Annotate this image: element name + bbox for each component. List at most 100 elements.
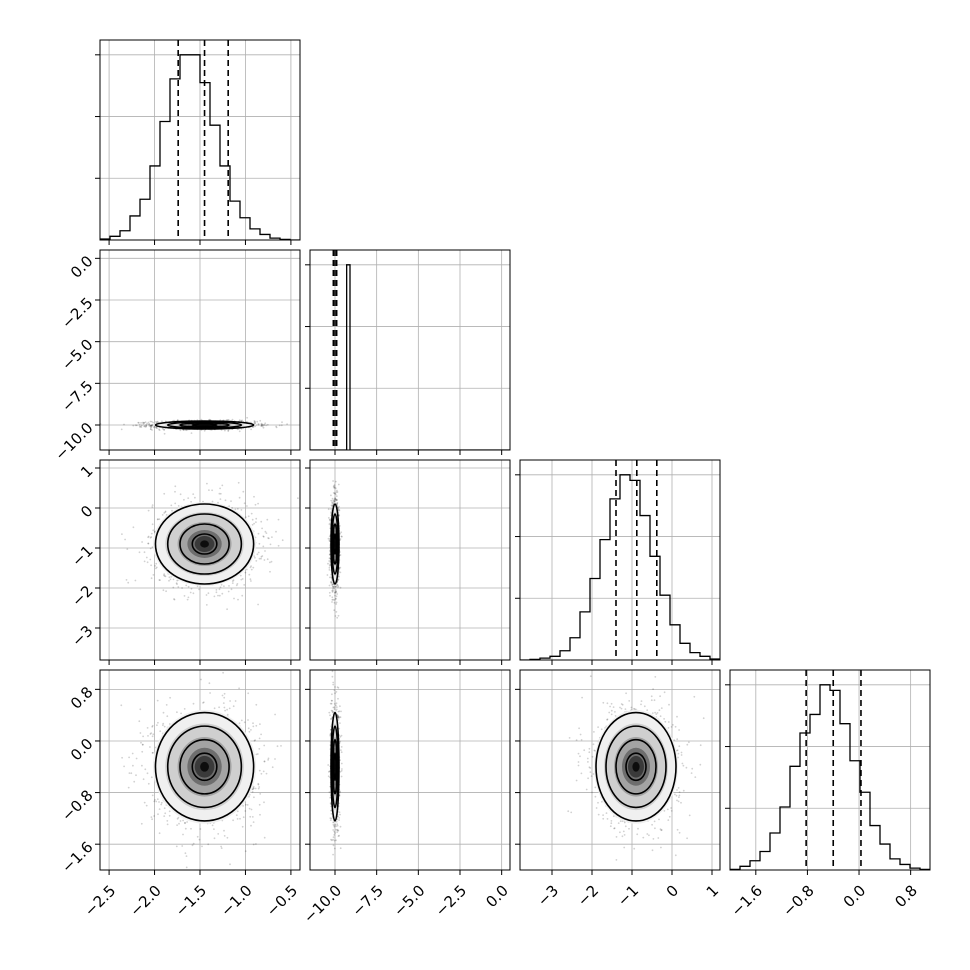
scatter-point: [334, 585, 337, 588]
scatter-point: [334, 487, 337, 490]
scatter-point: [260, 424, 263, 427]
scatter-point: [224, 429, 226, 432]
gridlines: [310, 460, 510, 660]
scatter-point: [333, 487, 336, 489]
scatter-point: [328, 560, 331, 562]
scatter-point: [149, 425, 152, 427]
scatter-point: [335, 491, 338, 493]
scatter-point: [339, 554, 342, 556]
scatter-point: [185, 429, 188, 432]
scatter-point: [172, 586, 175, 589]
scatter-point: [152, 529, 155, 532]
scatter-point: [257, 787, 260, 790]
scatter-point: [168, 810, 171, 813]
scatter-point: [135, 424, 138, 427]
scatter-point: [265, 424, 267, 427]
scatter-point: [251, 816, 254, 818]
scatter-point: [341, 535, 343, 538]
scatter-point: [240, 578, 243, 581]
scatter-point: [179, 493, 182, 496]
scatter-point: [161, 427, 164, 430]
scatter-point: [262, 424, 265, 427]
scatter-point: [139, 425, 142, 428]
scatter-point: [155, 426, 158, 429]
scatter-point: [337, 507, 340, 509]
scatter-point: [339, 571, 342, 574]
scatter-panel-1-0: [95, 249, 301, 455]
scatter-point: [257, 502, 259, 505]
scatter-point: [328, 519, 331, 521]
scatter-point: [120, 428, 123, 431]
scatter-point: [247, 515, 250, 518]
scatter-point: [152, 421, 155, 424]
scatter-point: [236, 818, 239, 820]
scatter-point: [174, 485, 177, 488]
scatter-point: [226, 708, 229, 711]
scatter-point: [261, 425, 264, 428]
scatter-point: [340, 535, 343, 538]
scatter-point: [269, 570, 271, 573]
scatter-point: [155, 800, 158, 803]
gridlines: [310, 250, 510, 450]
scatter-point: [190, 500, 193, 503]
scatter-point: [161, 514, 164, 516]
scatter-point: [141, 541, 144, 543]
scatter-point: [150, 776, 153, 779]
scatter-point: [253, 495, 255, 498]
scatter-point: [223, 585, 225, 587]
scatter-point: [227, 430, 230, 432]
scatter-point: [186, 598, 189, 601]
scatter-point: [183, 498, 185, 501]
scatter-point: [266, 423, 269, 426]
scatter-point: [211, 500, 214, 503]
scatter-panel-2-0: [95, 459, 301, 665]
scatter-point: [198, 588, 200, 591]
scatter-point: [267, 537, 269, 539]
scatter-point: [155, 567, 157, 570]
scatter-point: [244, 803, 247, 806]
scatter-point: [266, 558, 269, 561]
scatter-point: [232, 705, 235, 708]
scatter-point: [147, 735, 149, 737]
scatter-point: [281, 421, 283, 424]
scatter-point: [255, 560, 258, 562]
scatter-point: [255, 843, 257, 845]
scatter-point: [142, 422, 145, 425]
scatter-point: [206, 482, 208, 485]
scatter-point: [163, 429, 166, 431]
scatter-point: [187, 585, 190, 588]
scatter-point: [164, 511, 167, 513]
scatter-point: [250, 428, 253, 431]
scatter-point: [219, 498, 222, 500]
scatter-point: [263, 760, 266, 763]
scatter-point: [332, 499, 335, 502]
scatter-point: [223, 696, 226, 699]
scatter-point: [229, 700, 232, 702]
scatter-point: [326, 574, 329, 576]
scatter-point: [162, 711, 165, 714]
scatter-point: [151, 725, 154, 728]
scatter-point: [176, 824, 179, 826]
scatter-point: [336, 593, 339, 595]
scatter-point: [223, 706, 226, 709]
scatter-point: [150, 420, 153, 423]
scatter-point: [262, 426, 265, 429]
scatter-point: [335, 591, 338, 594]
scatter-point: [163, 575, 166, 577]
scatter-point: [264, 530, 267, 533]
scatter-point: [335, 589, 337, 591]
scatter-point: [332, 585, 334, 588]
scatter-point: [207, 592, 210, 595]
scatter-point: [335, 590, 337, 593]
scatter-point: [262, 535, 265, 538]
scatter-point: [163, 512, 166, 514]
scatter-point: [333, 609, 336, 612]
scatter-point: [236, 583, 239, 585]
contour-line: [191, 533, 218, 555]
scatter-point: [156, 427, 159, 430]
scatter-point: [337, 614, 340, 617]
scatter-point: [330, 581, 333, 583]
scatter-point: [146, 561, 149, 564]
scatter-point: [234, 508, 237, 511]
scatter-point: [254, 503, 257, 506]
